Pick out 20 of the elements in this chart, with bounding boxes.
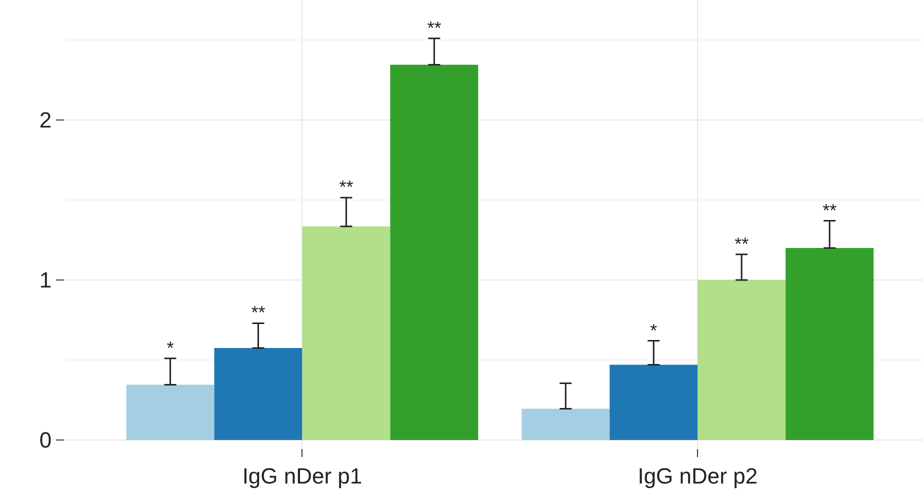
bar (610, 364, 698, 440)
data-label: ** (427, 18, 442, 38)
bar (786, 248, 874, 440)
bar (126, 384, 214, 440)
bar (390, 64, 478, 440)
data-label: ** (251, 302, 266, 323)
bar (698, 280, 786, 440)
x-tick-label: IgG nDer p1 (242, 463, 362, 488)
y-tick-label: 0 (39, 428, 52, 453)
data-label: ** (734, 234, 749, 254)
data-label: ** (339, 177, 354, 198)
x-tick-label: IgG nDer p2 (638, 463, 758, 488)
data-label: ** (822, 200, 837, 220)
data-label: * (650, 320, 658, 340)
y-tick-label: 2 (39, 108, 52, 133)
bar (302, 226, 390, 440)
bar (214, 348, 302, 440)
bar (522, 408, 610, 440)
y-tick-label: 1 (39, 268, 52, 293)
data-label: * (166, 338, 174, 358)
